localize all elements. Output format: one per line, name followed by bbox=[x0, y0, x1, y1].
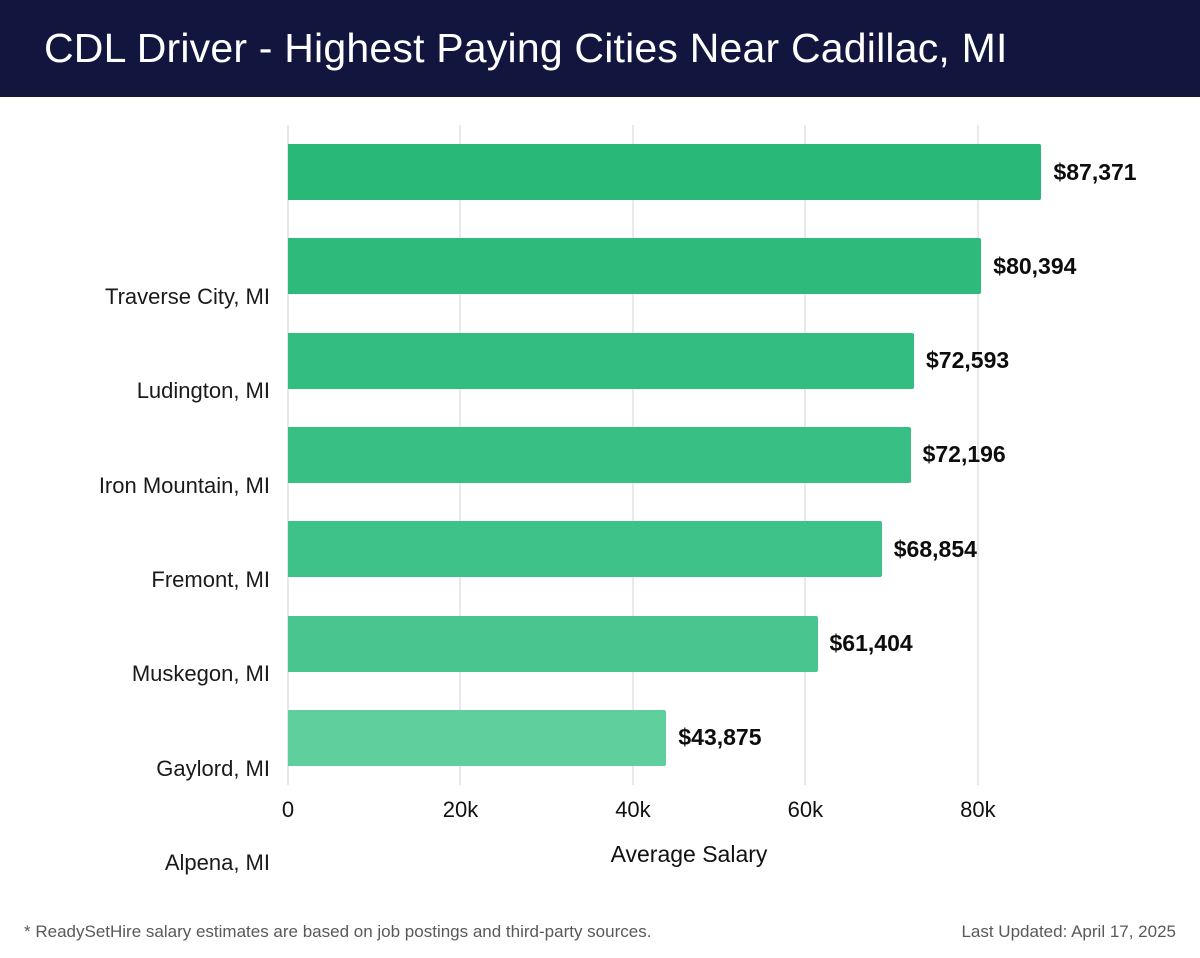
x-tick-label: 80k bbox=[960, 797, 996, 822]
bar bbox=[288, 332, 915, 389]
bar-value-label: $80,394 bbox=[993, 252, 1077, 279]
footnote: * ReadySetHire salary estimates are base… bbox=[24, 922, 652, 941]
x-tick-label: 40k bbox=[615, 797, 651, 822]
bar-row: $80,394 bbox=[288, 220, 1090, 312]
bar-row: $72,196 bbox=[288, 409, 1090, 501]
x-tick-label: 20k bbox=[442, 797, 479, 822]
bar bbox=[288, 238, 982, 295]
category-axis: Traverse City, MI Ludington, MI Iron Mou… bbox=[0, 250, 288, 910]
category-label: Muskegon, MI bbox=[131, 661, 270, 687]
category-label: Ludington, MI bbox=[136, 378, 270, 404]
x-tick-label: 60k bbox=[787, 797, 824, 822]
bar-value-label: $43,875 bbox=[678, 724, 762, 751]
bar-value-label: $68,854 bbox=[893, 535, 977, 562]
bar-row: $72,593 bbox=[288, 315, 1090, 407]
x-tick-label: 0 bbox=[281, 797, 295, 822]
category-label: Traverse City, MI bbox=[104, 284, 270, 310]
chart-header: CDL Driver - Highest Paying Cities Near … bbox=[0, 0, 1200, 97]
bar bbox=[288, 144, 1042, 201]
bar-row: $87,371 bbox=[288, 126, 1137, 218]
bar-chart: Traverse City, MI Ludington, MI Iron Mou… bbox=[0, 125, 1200, 875]
x-axis: 0 20k 40k 60k 80k bbox=[282, 793, 1090, 827]
bar-value-label: $87,371 bbox=[1053, 158, 1137, 185]
category-label: Fremont, MI bbox=[151, 566, 270, 592]
bar-row: $61,404 bbox=[288, 598, 1090, 690]
last-updated: Last Updated: April 17, 2025 bbox=[961, 922, 1176, 941]
bar-row: $68,854 bbox=[288, 503, 1090, 595]
bar bbox=[288, 615, 818, 672]
bar-rows: $87,371 $80,394 $72,593 $72,196 $68,854 … bbox=[288, 125, 1137, 785]
chart-title: CDL Driver - Highest Paying Cities Near … bbox=[44, 25, 1008, 71]
bar-value-label: $61,404 bbox=[829, 630, 913, 657]
bar bbox=[288, 426, 911, 483]
bar bbox=[288, 521, 882, 578]
bar-row: $43,875 bbox=[288, 692, 1090, 784]
gridline bbox=[976, 125, 979, 785]
bar-value-label: $72,593 bbox=[926, 347, 1010, 374]
bar bbox=[288, 709, 667, 766]
plot-area: $87,371 $80,394 $72,593 $72,196 $68,854 … bbox=[287, 125, 1137, 785]
category-label: Alpena, MI bbox=[164, 849, 270, 875]
x-axis-title: Average Salary bbox=[610, 841, 768, 867]
bar-value-label: $72,196 bbox=[922, 441, 1006, 468]
footer: * ReadySetHire salary estimates are base… bbox=[0, 922, 1200, 942]
category-label: Gaylord, MI bbox=[156, 755, 270, 781]
category-label: Iron Mountain, MI bbox=[98, 472, 270, 498]
